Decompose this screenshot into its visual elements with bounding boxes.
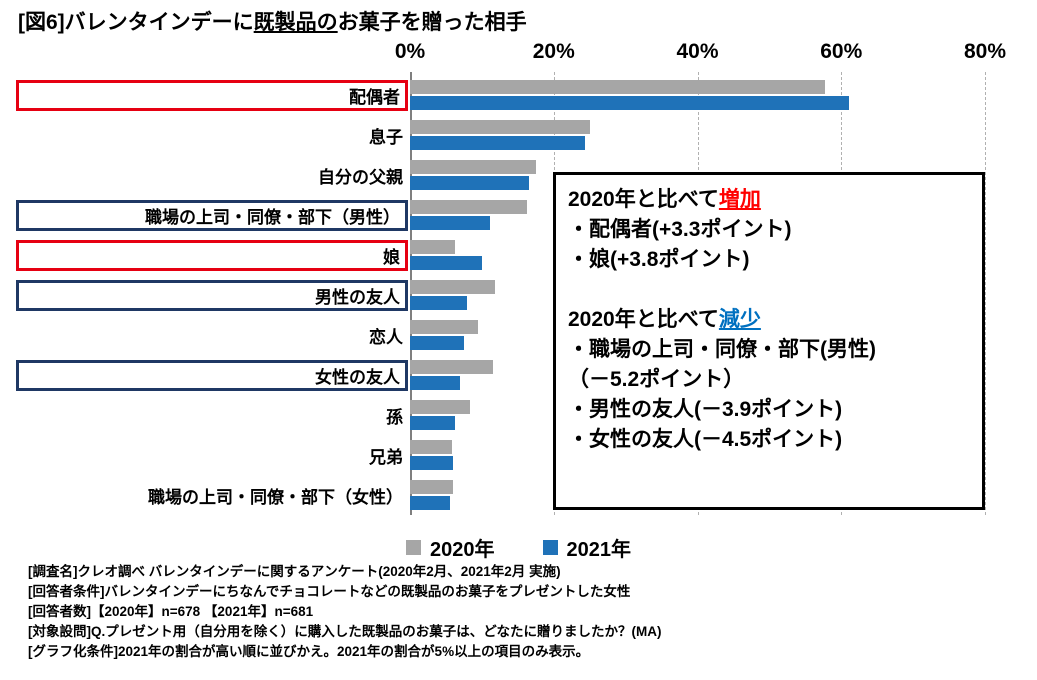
bar-2020年 [410, 240, 455, 254]
annotation-line: ・娘(+3.8ポイント) [568, 248, 750, 271]
legend-swatch [542, 540, 558, 555]
bar-2020年 [410, 200, 528, 214]
chart-title-prefix: [図6]バレンタインデーに [18, 11, 254, 34]
bar-2020年 [410, 320, 478, 334]
category-label: 息子 [369, 127, 403, 147]
legend-swatch [406, 540, 421, 555]
category-label-row: 女性の友人 [16, 355, 408, 395]
x-axis-tick: 20% [532, 40, 575, 63]
legend: 2020年 2021年 [0, 533, 1037, 562]
bar-2021年 [410, 376, 461, 390]
bar-row [410, 115, 985, 155]
bar-2020年 [410, 160, 536, 174]
annotation-line: ・職場の上司・同僚・部下(男性) [568, 338, 876, 361]
category-label: 孫 [386, 407, 403, 427]
annotation-line: ・配偶者(+3.3ポイント) [568, 218, 792, 241]
category-label-row: 恋人 [16, 315, 408, 355]
bar-2021年 [410, 96, 850, 110]
bar-row [410, 75, 985, 115]
category-label: 職場の上司・同僚・部下（女性） [148, 487, 403, 507]
bar-2020年 [410, 400, 470, 414]
bar-row [410, 435, 985, 475]
bar-2020年 [410, 120, 590, 134]
legend-label: 2020年 [430, 539, 495, 561]
annotation-line: ・男性の友人(－3.9ポイント) [568, 398, 843, 421]
bar-2020年 [410, 360, 493, 374]
category-label: 恋人 [369, 327, 403, 347]
category-label-highlighted: 職場の上司・同僚・部下（男性） [16, 199, 408, 231]
category-label-row: 自分の父親 [16, 155, 408, 195]
bar-2020年 [410, 280, 495, 294]
category-label-highlighted: 娘 [16, 239, 408, 271]
bar-row [410, 275, 985, 315]
category-label-highlighted: 男性の友人 [16, 279, 408, 311]
category-label-highlighted: 女性の友人 [16, 359, 408, 391]
footnote-line: [グラフ化条件]2021年の割合が高い順に並びかえ。2021年の割合が5%以上の… [28, 644, 590, 659]
chart-title: [図6]バレンタインデーに既製品のお菓子を贈った相手 [18, 6, 527, 36]
annotation-decrease-keyword: 減少 [718, 308, 761, 331]
bar-row [410, 195, 985, 235]
category-label-row: 息子 [16, 115, 408, 155]
bar-2021年 [410, 136, 586, 150]
x-axis-tick: 60% [820, 40, 863, 63]
bar-2021年 [410, 336, 464, 350]
plot-area [410, 72, 986, 515]
bar-2021年 [410, 176, 529, 190]
footnote-line: [回答者条件]バレンタインデーにちなんでチョコレートなどの既製品のお菓子をプレゼ… [28, 584, 631, 599]
annotation-heading-text: 2020年と比べて [568, 188, 719, 211]
bar-row [410, 355, 985, 395]
category-label-row: 娘 [16, 235, 408, 275]
gridline [985, 72, 986, 515]
category-label: 兄弟 [369, 447, 403, 467]
category-label-row: 配偶者 [16, 75, 408, 115]
annotation-increase-keyword: 増加 [718, 188, 761, 211]
category-label-row: 職場の上司・同僚・部下（男性） [16, 195, 408, 235]
annotation-box: 2020年と比べて増加 ・配偶者(+3.3ポイント) ・娘(+3.8ポイント) … [553, 172, 985, 510]
footnote-line: [回答者数]【2020年】n=678 【2021年】n=681 [28, 604, 314, 619]
chart-title-suffix: お菓子を贈った相手 [337, 11, 527, 34]
annotation-heading-increase: 2020年と比べて増加 [568, 185, 970, 215]
bar-2021年 [410, 216, 490, 230]
bar-row [410, 395, 985, 435]
x-axis-tick: 40% [676, 40, 719, 63]
bar-2021年 [410, 416, 456, 430]
annotation-line: （－5.2ポイント） [568, 368, 745, 391]
legend-item: 2021年 [542, 533, 632, 562]
x-axis-tick: 80% [963, 40, 1007, 63]
legend-label: 2021年 [566, 539, 632, 561]
legend-item: 2020年 [406, 533, 495, 562]
category-label-row: 職場の上司・同僚・部下（女性） [16, 475, 408, 515]
x-axis-tick: 0% [394, 40, 426, 63]
annotation-spacer [568, 275, 970, 305]
chart-title-underlined: 既製品の [253, 11, 338, 34]
annotation-heading-decrease: 2020年と比べて減少 [568, 305, 970, 335]
bar-2020年 [410, 80, 826, 94]
bar-2020年 [410, 480, 454, 494]
bar-row [410, 315, 985, 355]
bar-2021年 [410, 496, 450, 510]
footnote-line: [対象設問]Q.プレゼント用（自分用を除く）に購入した既製品のお菓子は、どなたに… [28, 624, 662, 639]
bar-row [410, 475, 985, 515]
annotation-line: ・女性の友人(－4.5ポイント) [568, 428, 843, 451]
bar-2020年 [410, 440, 453, 454]
category-label-row: 男性の友人 [16, 275, 408, 315]
category-label-row: 孫 [16, 395, 408, 435]
bar-2021年 [410, 256, 482, 270]
category-labels: 配偶者息子自分の父親職場の上司・同僚・部下（男性） 娘男性の友人恋人女性の友人孫兄… [16, 75, 408, 515]
bar-rows [410, 75, 985, 515]
annotation-heading-text: 2020年と比べて [568, 308, 719, 331]
footnotes: [調査名]クレオ調べ バレンタインデーに関するアンケート(2020年2月、202… [28, 562, 661, 662]
category-label-row: 兄弟 [16, 435, 408, 475]
category-label-highlighted: 配偶者 [16, 79, 408, 111]
bar-2021年 [410, 296, 467, 310]
bar-2021年 [410, 456, 454, 470]
bar-row [410, 235, 985, 275]
x-axis: 0% 20% 40% 60% 80% [395, 40, 1006, 68]
bar-row [410, 155, 985, 195]
category-label: 自分の父親 [318, 167, 403, 187]
footnote-line: [調査名]クレオ調べ バレンタインデーに関するアンケート(2020年2月、202… [28, 564, 561, 579]
